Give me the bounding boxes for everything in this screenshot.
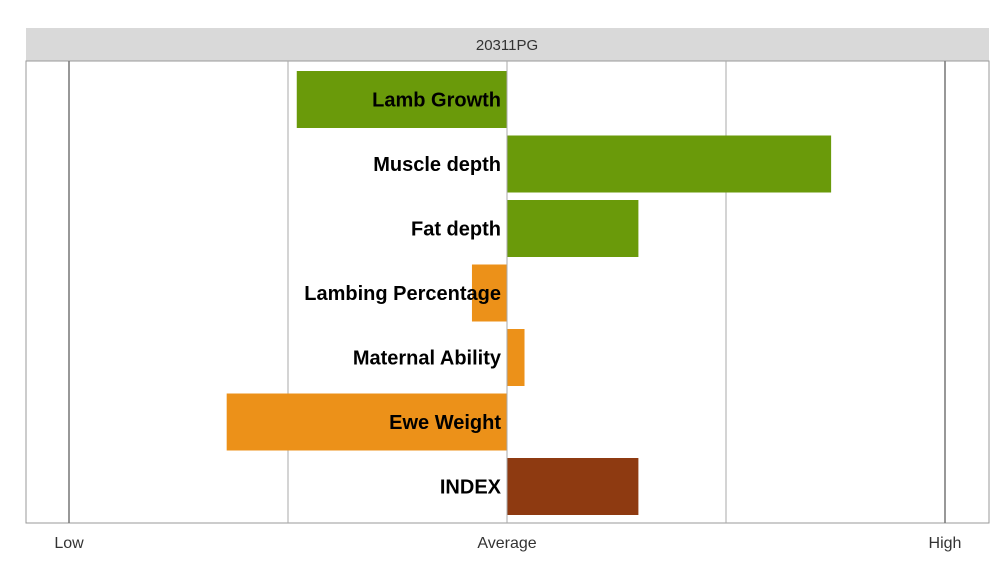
bar-label: Fat depth — [411, 219, 501, 241]
bar-label: Maternal Ability — [353, 348, 502, 370]
bars — [226, 61, 832, 523]
x-tick-label: High — [929, 535, 962, 552]
bar-label: Lambing Percentage — [304, 283, 501, 305]
bar-muscle-depth — [507, 135, 832, 193]
bar-label: Ewe Weight — [389, 412, 501, 434]
bar-fat-depth — [507, 200, 639, 257]
title-band — [26, 28, 989, 61]
bar-labels: Lamb Growth Muscle depth Fat depth Lambing … — [304, 90, 502, 499]
x-tick-label: Average — [477, 535, 536, 552]
bar-lambing-percentage — [471, 264, 507, 322]
x-tick-label: Low — [54, 535, 84, 552]
bar-lamb-growth — [296, 71, 507, 128]
x-axis-ticks: Low Average High — [54, 535, 961, 552]
bar-index — [507, 458, 639, 515]
bar-maternal-ability — [507, 329, 525, 386]
bar-ewe-weight — [226, 393, 507, 451]
bar-label: INDEX — [440, 477, 502, 499]
chart-title: 20311PG — [476, 37, 538, 54]
bar-label: Muscle depth — [373, 154, 501, 176]
bar-label: Lamb Growth — [372, 90, 501, 112]
